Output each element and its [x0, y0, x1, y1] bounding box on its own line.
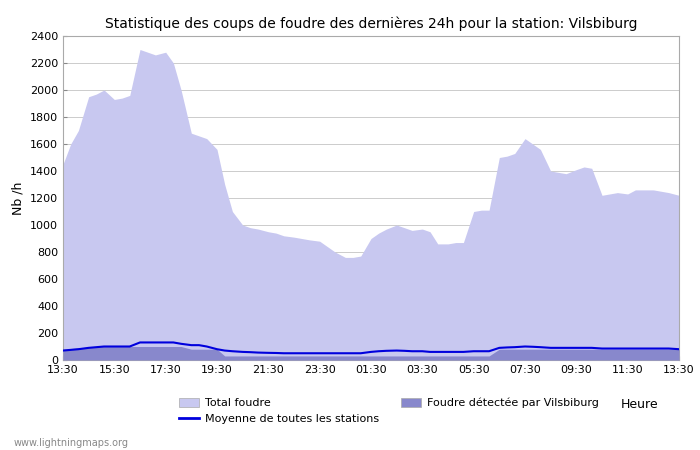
Text: www.lightningmaps.org: www.lightningmaps.org — [14, 438, 129, 448]
Legend: Total foudre, Moyenne de toutes les stations, Foudre détectée par Vilsbiburg: Total foudre, Moyenne de toutes les stat… — [179, 398, 598, 424]
Text: Heure: Heure — [620, 398, 658, 411]
Title: Statistique des coups de foudre des dernières 24h pour la station: Vilsbiburg: Statistique des coups de foudre des dern… — [105, 16, 637, 31]
Y-axis label: Nb /h: Nb /h — [11, 181, 25, 215]
